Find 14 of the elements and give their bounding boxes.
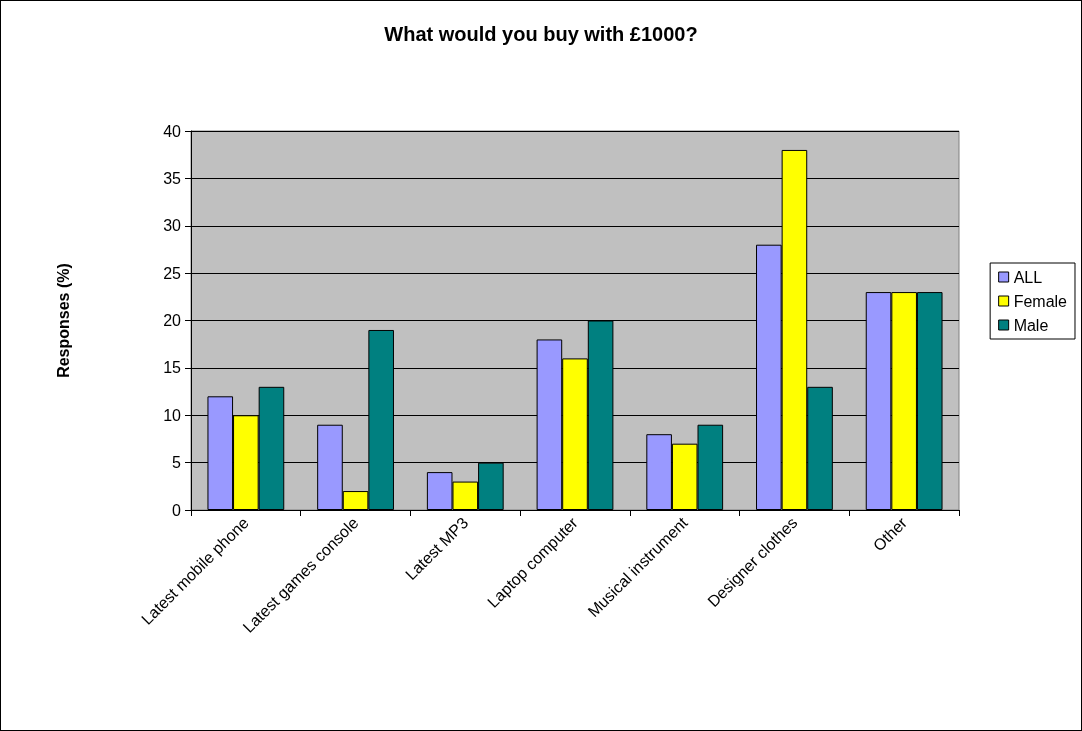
y-tick-label: 5 (172, 454, 182, 472)
y-tick-label: 35 (163, 169, 182, 187)
y-tick-label: 30 (163, 217, 182, 235)
y-tick-label: 25 (163, 264, 182, 282)
y-tick-label: 40 (163, 122, 182, 140)
y-tick-label: 15 (163, 359, 182, 377)
legend-label: ALL (1013, 268, 1043, 286)
y-tick-label: 20 (163, 312, 182, 329)
y-axis-title: Responses (%) (54, 263, 72, 378)
legend-label: Female (1013, 292, 1068, 310)
y-tick-label: 10 (163, 406, 182, 424)
y-tick-label: 0 (172, 501, 182, 519)
chart-title: What would you buy with £1000? (384, 23, 698, 45)
legend-label: Male (1013, 316, 1049, 334)
